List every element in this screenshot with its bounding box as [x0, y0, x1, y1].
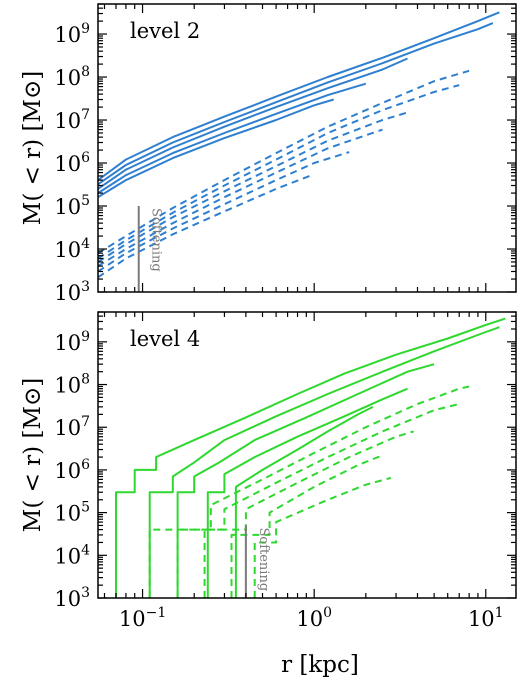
- series-line-dashed-5: [98, 69, 470, 255]
- y-tick-label: 105: [54, 193, 90, 219]
- series-line-solid-4: [98, 98, 334, 199]
- series-line-dashed-6: [176, 403, 460, 598]
- y-tick-label: 105: [54, 500, 90, 526]
- series-line-dashed-7: [203, 430, 414, 598]
- x-tick-label: 100: [296, 605, 332, 631]
- series-line-solid-0: [98, 11, 500, 181]
- x-tick-label: 101: [468, 605, 504, 631]
- y-tick-label: 103: [54, 279, 90, 305]
- series-line-dashed-9: [98, 151, 350, 273]
- y-tick-label: 107: [54, 107, 90, 133]
- panel-level-2: Softening 103 104 105 106 107 108 109 level 2 M( …: [20, 3, 517, 305]
- panel-label: level 4: [130, 327, 200, 351]
- x-tick-label: 10−1: [119, 605, 166, 631]
- y-tick-label: 109: [54, 329, 90, 355]
- y-tick-label: 104: [54, 236, 90, 262]
- series-line-solid-2: [176, 363, 435, 598]
- y-tick-label: 109: [54, 21, 90, 47]
- series-group: [115, 317, 506, 598]
- plot-frame: [97, 311, 517, 599]
- panel-level-4: Softening 10−1 100 101 103 104 105 106 107 108 109…: [20, 311, 517, 631]
- series-group: [98, 11, 500, 279]
- series-line-dashed-10: [98, 173, 315, 279]
- series-line-dashed-8: [230, 454, 383, 598]
- y-tick-label: 103: [54, 585, 90, 611]
- panel-label: level 2: [130, 19, 200, 43]
- series-line-dashed-5: [148, 385, 470, 598]
- series-line-dashed-6: [98, 84, 460, 260]
- y-tick-label: 106: [54, 457, 90, 483]
- series-line-solid-1: [98, 22, 494, 186]
- series-line-dashed-7: [98, 111, 408, 263]
- series-line-dashed-8: [98, 128, 383, 267]
- y-tick-label: 107: [54, 414, 90, 440]
- softening-label: Softening: [149, 208, 164, 272]
- series-line-solid-1: [148, 326, 500, 598]
- series-line-solid-3: [206, 387, 408, 598]
- series-line-solid-3: [98, 82, 367, 194]
- y-tick-label: 108: [54, 372, 90, 398]
- y-tick-label: 106: [54, 150, 90, 176]
- series-line-solid-2: [98, 57, 408, 190]
- y-tick-label: 108: [54, 64, 90, 90]
- softening-label: Softening: [256, 527, 271, 591]
- y-tick-label: 104: [54, 542, 90, 568]
- series-line-solid-0: [115, 317, 506, 598]
- y-axis-label: M( < r) [M⊙]: [20, 71, 46, 225]
- x-axis-label: r [kpc]: [281, 652, 359, 678]
- series-line-solid-4: [234, 406, 374, 598]
- y-axis-label: M( < r) [M⊙]: [20, 378, 46, 532]
- plot-frame: [97, 3, 517, 293]
- series-line-dashed-9: [253, 476, 392, 598]
